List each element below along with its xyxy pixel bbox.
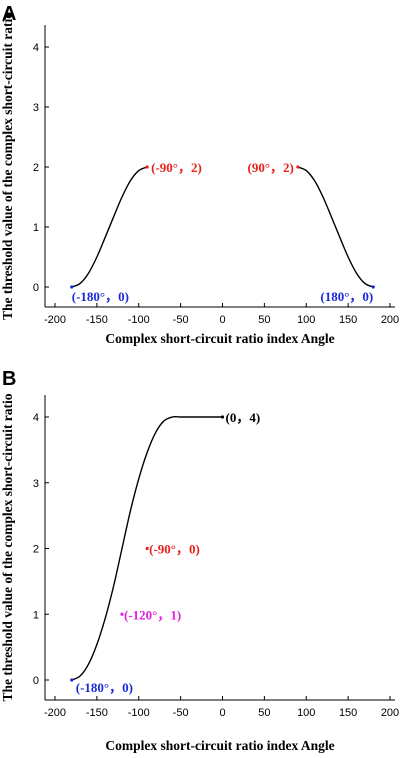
- chart-panel-a: A 0 1 2 3 4 -200 -150 -100 -50 0 50 100 150 200 Complex…: [0, 3, 399, 346]
- x-tick-label: -50: [173, 314, 189, 326]
- x-tick-label: 100: [297, 707, 315, 719]
- x-tick-label: 50: [258, 314, 270, 326]
- annotation-label: (90°，2): [248, 160, 294, 175]
- chart-panel-b: B 0 1 2 3 4 -200 -150 -100 -50 0 50 100 150 200 Complex…: [0, 368, 399, 753]
- y-tick-label: 3: [33, 478, 39, 490]
- x-tick-label: -50: [173, 707, 189, 719]
- x-tick-label: -100: [128, 314, 150, 326]
- x-tick-label: 100: [297, 314, 315, 326]
- x-tick-label: 0: [219, 707, 225, 719]
- x-tick-label: 200: [381, 707, 399, 719]
- annotation-point: [70, 678, 74, 682]
- annotation-point: [70, 285, 74, 289]
- x-tick-label: 150: [339, 314, 357, 326]
- annotation-point: [371, 285, 375, 289]
- x-tick-label: 50: [258, 707, 270, 719]
- panel-letter: A: [2, 3, 16, 25]
- annotation-label: (-180°，0): [72, 289, 129, 304]
- annotation-label: (-90°，2): [151, 160, 202, 175]
- y-tick-label: 4: [33, 412, 39, 424]
- annotation-point: [120, 612, 124, 616]
- series-line-2: [297, 166, 374, 288]
- y-axis-title: The threshold value of the complex short…: [0, 393, 15, 701]
- panel-letter: B: [2, 368, 16, 390]
- annotation-label: (0，4): [226, 410, 261, 425]
- series-line-1: [71, 166, 148, 288]
- y-axis-title: The threshold value of the complex short…: [0, 12, 15, 320]
- x-axis-title: Complex short-circuit ratio index Angle: [105, 331, 334, 346]
- x-tick-label: -200: [44, 707, 66, 719]
- x-tick-label: 150: [339, 707, 357, 719]
- x-tick-label: 200: [381, 314, 399, 326]
- x-tick-label: -150: [86, 314, 108, 326]
- annotation-label: (-90°，0): [149, 542, 200, 557]
- y-tick-label: 2: [33, 162, 39, 174]
- y-tick-label: 1: [33, 222, 39, 234]
- x-tick-label: -200: [44, 314, 66, 326]
- x-tick-label: -100: [128, 707, 150, 719]
- y-tick-label: 3: [33, 102, 39, 114]
- y-tick-label: 0: [33, 675, 39, 687]
- y-tick-label: 1: [33, 609, 39, 621]
- annotation-point: [145, 546, 149, 551]
- annotation-point: [296, 165, 300, 169]
- annotation-point: [220, 415, 225, 419]
- annotation-label: (180°，0): [320, 289, 373, 304]
- y-tick-label: 0: [33, 282, 39, 294]
- x-axis-title: Complex short-circuit ratio index Angle: [105, 738, 334, 753]
- x-tick-label: -150: [86, 707, 108, 719]
- series-line-1: [71, 416, 223, 681]
- y-tick-label: 2: [33, 544, 39, 556]
- x-tick-label: 0: [219, 314, 225, 326]
- annotation-label: (-120°，1): [124, 607, 181, 622]
- annotation-point: [145, 165, 149, 169]
- y-tick-label: 4: [33, 42, 39, 54]
- annotation-label: (-180°，0): [76, 680, 133, 695]
